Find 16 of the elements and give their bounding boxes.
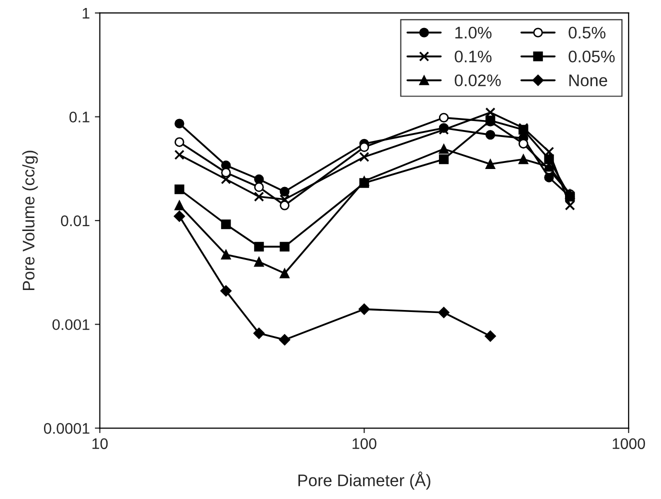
legend-label: 0.1% (454, 50, 492, 62)
y-tick-label: 0.01 (60, 215, 90, 226)
y-tick-label: 0.001 (52, 319, 90, 330)
legend-label: None (569, 74, 608, 86)
x-axis-title: Pore Diameter (Å) (298, 472, 430, 490)
legend-label: 1.0% (455, 26, 492, 39)
y-axis-title: Pore Volume (cc/g) (22, 150, 38, 290)
y-tick-label: 1 (82, 8, 90, 19)
y-tick-label: 0.0001 (44, 423, 90, 434)
x-tick-label: 10 (92, 438, 108, 450)
legend-label: 0.05% (568, 50, 615, 62)
legend-label: 0.02% (454, 74, 501, 86)
legend-label: 0.5% (568, 26, 606, 39)
x-tick-label: 100 (352, 438, 376, 450)
y-tick-label: 0.1 (69, 112, 90, 122)
x-tick-label: 1000 (612, 438, 646, 450)
